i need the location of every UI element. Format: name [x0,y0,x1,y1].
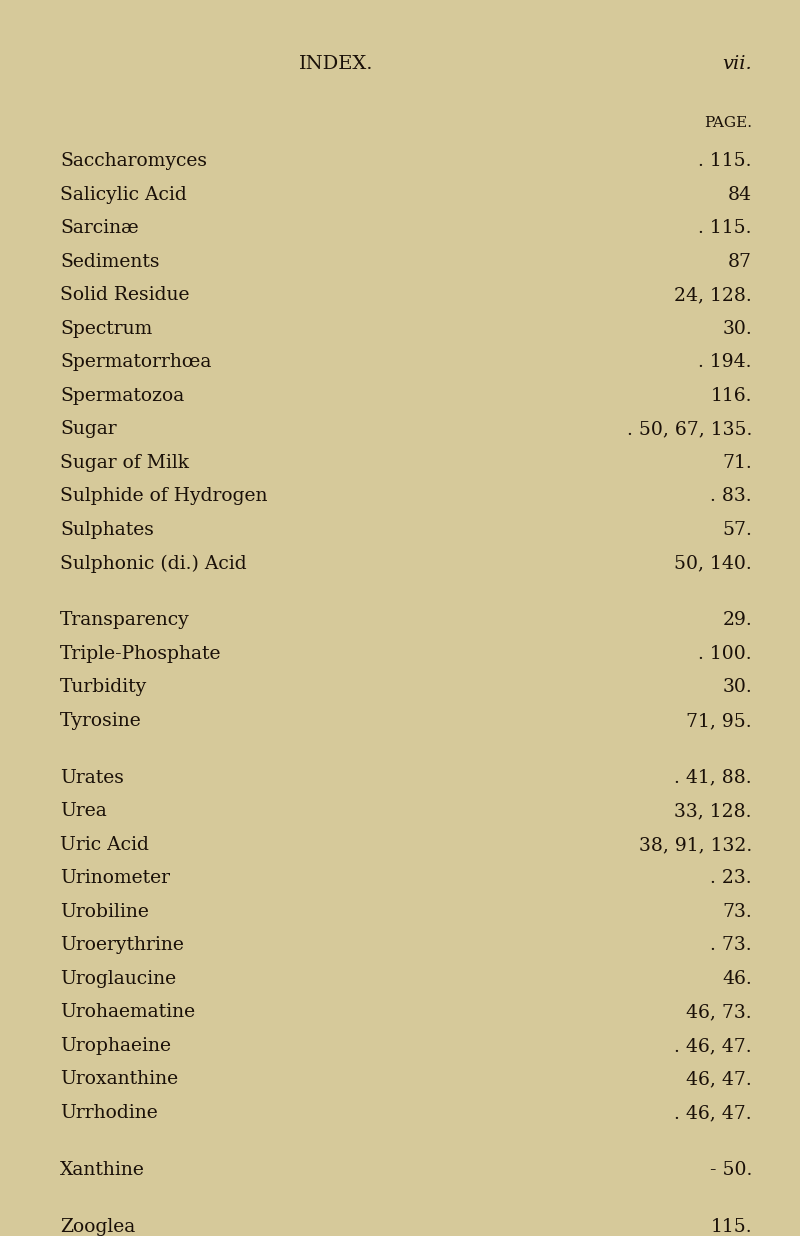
Text: Solid Residue: Solid Residue [60,287,190,304]
Text: . 100.: . 100. [698,645,752,662]
Text: Urobiline: Urobiline [60,902,149,921]
Text: . 73.: . 73. [710,937,752,954]
Text: Sugar: Sugar [60,420,117,439]
Text: Urophaeine: Urophaeine [60,1037,171,1054]
Text: Uroerythrine: Uroerythrine [60,937,184,954]
Text: . 23.: . 23. [710,869,752,887]
Text: 30.: 30. [722,320,752,337]
Text: 57.: 57. [722,520,752,539]
Text: . 46, 47.: . 46, 47. [674,1104,752,1122]
Text: Salicylic Acid: Salicylic Acid [60,185,186,204]
Text: Triple-Phosphate: Triple-Phosphate [60,645,222,662]
Text: Spermatozoa: Spermatozoa [60,387,184,405]
Text: . 50, 67, 135.: . 50, 67, 135. [626,420,752,439]
Text: Xanthine: Xanthine [60,1161,145,1179]
Text: Urohaematine: Urohaematine [60,1004,195,1021]
Text: Spectrum: Spectrum [60,320,152,337]
Text: . 194.: . 194. [698,353,752,371]
Text: 73.: 73. [722,902,752,921]
Text: 30.: 30. [722,679,752,696]
Text: 87: 87 [728,253,752,271]
Text: - 50.: - 50. [710,1161,752,1179]
Text: INDEX.: INDEX. [298,54,374,73]
Text: Saccharomyces: Saccharomyces [60,152,207,171]
Text: Urrhodine: Urrhodine [60,1104,158,1122]
Text: . 46, 47.: . 46, 47. [674,1037,752,1054]
Text: 46, 73.: 46, 73. [686,1004,752,1021]
Text: Turbidity: Turbidity [60,679,147,696]
Text: Uric Acid: Uric Acid [60,836,149,854]
Text: 115.: 115. [710,1217,752,1236]
Text: Tyrosine: Tyrosine [60,712,142,730]
Text: Urea: Urea [60,802,106,821]
Text: Sulphates: Sulphates [60,520,154,539]
Text: vii.: vii. [722,54,752,73]
Text: Sugar of Milk: Sugar of Milk [60,454,189,472]
Text: Spermatorrhœa: Spermatorrhœa [60,353,211,371]
Text: Transparency: Transparency [60,612,190,629]
Text: 116.: 116. [710,387,752,405]
Text: 84: 84 [728,185,752,204]
Text: 33, 128.: 33, 128. [674,802,752,821]
Text: Sarcinæ: Sarcinæ [60,219,138,237]
Text: Urates: Urates [60,769,124,787]
Text: 71.: 71. [722,454,752,472]
Text: 24, 128.: 24, 128. [674,287,752,304]
Text: . 41, 88.: . 41, 88. [674,769,752,787]
Text: Zooglea: Zooglea [60,1217,135,1236]
Text: . 83.: . 83. [710,487,752,506]
Text: . 115.: . 115. [698,152,752,171]
Text: Urinometer: Urinometer [60,869,170,887]
Text: 38, 91, 132.: 38, 91, 132. [638,836,752,854]
Text: PAGE.: PAGE. [704,116,752,130]
Text: 71, 95.: 71, 95. [686,712,752,730]
Text: Sulphonic (di.) Acid: Sulphonic (di.) Acid [60,555,246,572]
Text: Sulphide of Hydrogen: Sulphide of Hydrogen [60,487,267,506]
Text: 46.: 46. [722,970,752,988]
Text: Uroglaucine: Uroglaucine [60,970,176,988]
Text: Sediments: Sediments [60,253,159,271]
Text: 50, 140.: 50, 140. [674,555,752,572]
Text: Uroxanthine: Uroxanthine [60,1070,178,1089]
Text: 46, 47.: 46, 47. [686,1070,752,1089]
Text: . 115.: . 115. [698,219,752,237]
Text: 29.: 29. [722,612,752,629]
